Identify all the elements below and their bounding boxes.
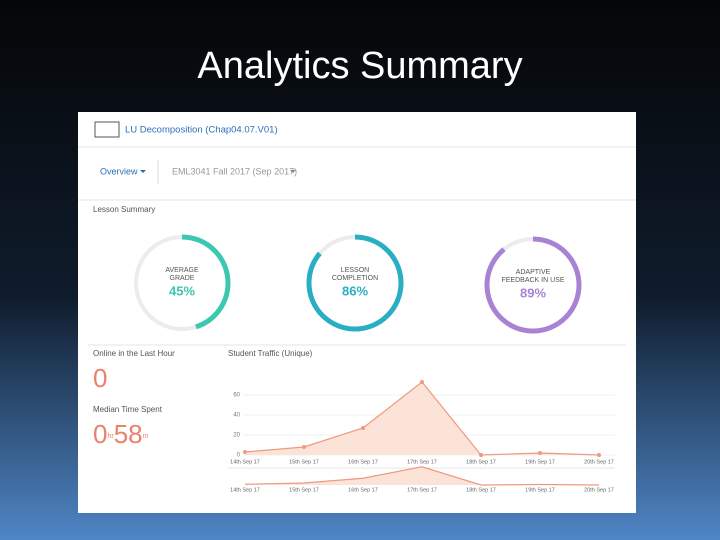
- point: [597, 453, 601, 457]
- y-tick-label: 0: [237, 453, 241, 459]
- ring-arc: [484, 236, 582, 334]
- point: [361, 426, 365, 430]
- x-tick-label: 17th Sep 17: [407, 459, 437, 465]
- line: [244, 466, 600, 486]
- x-tick-label: 18th Sep 17: [466, 459, 496, 465]
- x-tick-label: 16th Sep 17: [348, 459, 378, 465]
- point: [479, 453, 483, 457]
- ring-label: FEEDBACK IN USE: [501, 277, 564, 284]
- median-value: 0hr58m: [93, 419, 149, 449]
- hours-unit: hr: [107, 433, 114, 440]
- y-tick-label: 20: [233, 433, 240, 439]
- x-tick-label: 20th Sep 17: [584, 487, 614, 493]
- hours: 0: [93, 419, 107, 449]
- ring-label: ADAPTIVE: [516, 269, 551, 276]
- x-tick-label: 14th Sep 17: [230, 487, 260, 493]
- x-tick-label: 15th Sep 17: [289, 459, 319, 465]
- online-value: 0: [93, 363, 107, 393]
- ring-label: LESSON: [341, 267, 369, 274]
- ring-label: AVERAGE: [165, 267, 199, 274]
- ring-arc: [133, 234, 231, 332]
- y-tick-label: 60: [233, 393, 240, 399]
- tab[interactable]: Overview: [100, 166, 138, 176]
- section-title: Lesson Summary: [93, 205, 155, 214]
- minutes-unit: m: [143, 433, 149, 440]
- x-tick-label: 15th Sep 17: [289, 487, 319, 493]
- ring-label: GRADE: [170, 275, 195, 282]
- area: [245, 382, 599, 455]
- x-tick-label: 17th Sep 17: [407, 487, 437, 493]
- median-label: Median Time Spent: [93, 405, 163, 414]
- ring-value: 89%: [520, 285, 546, 300]
- point: [538, 451, 542, 455]
- slide-title: Analytics Summary: [197, 45, 522, 87]
- ring-label: COMPLETION: [332, 275, 378, 282]
- point: [420, 380, 424, 384]
- online-label: Online in the Last Hour: [93, 349, 175, 358]
- y-tick-label: 40: [233, 413, 240, 419]
- area: [245, 466, 599, 485]
- x-tick-label: 19th Sep 17: [525, 459, 555, 465]
- ring-value: 86%: [342, 283, 368, 298]
- minutes: 58: [114, 419, 143, 449]
- caret: [140, 170, 146, 173]
- course-select[interactable]: EML3041 Fall 2017 (Sep 2017): [172, 166, 297, 176]
- chart-title: Student Traffic (Unique): [228, 349, 313, 358]
- point: [243, 450, 247, 454]
- caret: [290, 170, 296, 173]
- point: [302, 445, 306, 449]
- lesson-title: LU Decomposition (Chap04.07.V01): [125, 125, 278, 136]
- x-tick-label: 18th Sep 17: [466, 487, 496, 493]
- x-tick-label: 16th Sep 17: [348, 487, 378, 493]
- x-tick-label: 14th Sep 17: [230, 459, 260, 465]
- ring-arc: [306, 234, 404, 332]
- x-tick-label: 20th Sep 17: [584, 459, 614, 465]
- x-tick-label: 19th Sep 17: [525, 487, 555, 493]
- lesson-icon: [94, 121, 120, 138]
- ring-value: 45%: [169, 283, 195, 298]
